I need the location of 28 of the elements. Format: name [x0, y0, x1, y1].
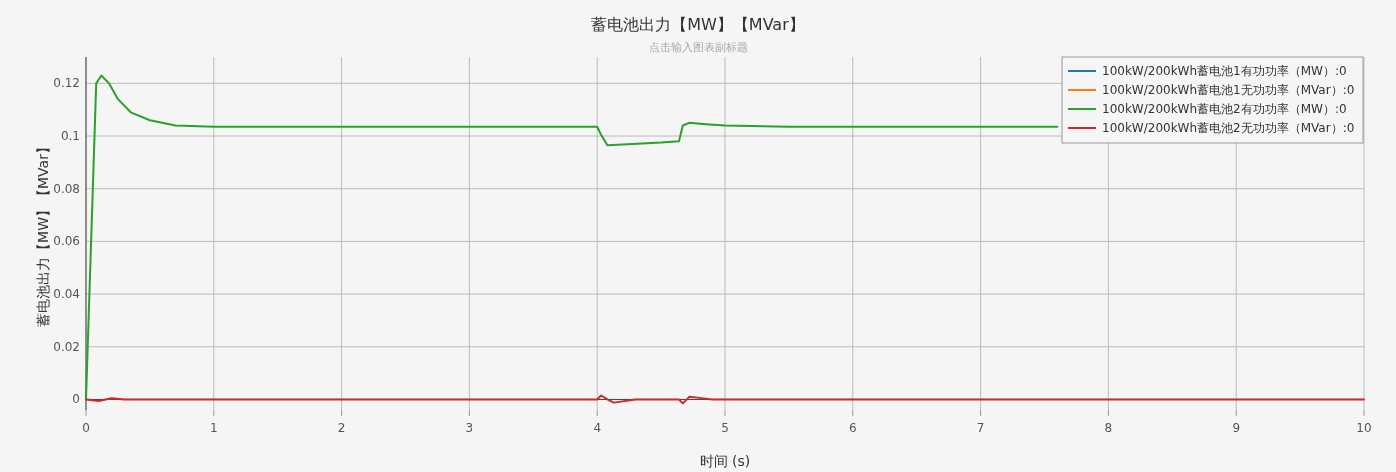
- chart-title: 蓄电池出力【MW】【MVar】: [591, 15, 805, 34]
- legend-label: 100kW/200kWh蓄电池1无功功率（MVar）:0: [1102, 83, 1355, 97]
- x-tick-label: 7: [976, 421, 985, 435]
- y-tick-label: 0.04: [53, 287, 80, 302]
- y-axis-title: 蓄电池出力【MW】【MVar】: [35, 140, 51, 327]
- x-tick-label: 5: [721, 421, 729, 435]
- x-tick-label: 3: [465, 421, 474, 435]
- x-tick-label: 1: [209, 421, 218, 435]
- x-tick-label: 2: [337, 421, 346, 435]
- x-tick-label: 9: [1232, 421, 1241, 435]
- x-tick-label: 4: [593, 421, 602, 435]
- y-tick-label: 0: [72, 392, 80, 407]
- legend-label: 100kW/200kWh蓄电池2无功功率（MVar）:0: [1102, 121, 1355, 135]
- y-tick-label: 0.08: [53, 181, 80, 196]
- x-axis-title: 时间 (s): [699, 453, 751, 469]
- x-tick-label: 6: [848, 421, 857, 435]
- x-tick-label: 8: [1104, 421, 1113, 435]
- line-series: [85, 74, 1059, 401]
- line-series: [85, 394, 1365, 405]
- y-tick-label: 0.1: [60, 129, 80, 144]
- legend-label: 100kW/200kWh蓄电池2有功功率（MW）:0: [1102, 102, 1347, 116]
- x-tick-label: 10: [1356, 421, 1372, 435]
- legend-label: 100kW/200kWh蓄电池1有功功率（MW）:0: [1102, 64, 1347, 78]
- y-tick-label: 0.02: [53, 339, 80, 354]
- x-tick-label: 0: [82, 421, 90, 435]
- chart-subtitle: 点击输入图表副标题: [648, 41, 748, 54]
- y-tick-label: 0.12: [53, 76, 80, 91]
- y-tick-label: 0.06: [53, 234, 80, 249]
